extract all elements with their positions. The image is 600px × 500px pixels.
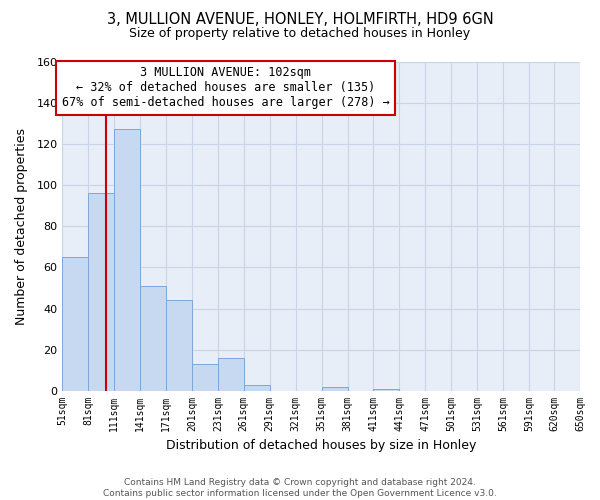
Y-axis label: Number of detached properties: Number of detached properties [15,128,28,325]
Text: Contains HM Land Registry data © Crown copyright and database right 2024.
Contai: Contains HM Land Registry data © Crown c… [103,478,497,498]
Bar [218,358,244,391]
Bar [322,387,347,391]
Bar [62,257,88,391]
Bar [192,364,218,391]
Bar [114,130,140,391]
Bar [166,300,192,391]
Bar [88,194,114,391]
Bar [373,389,400,391]
Text: Size of property relative to detached houses in Honley: Size of property relative to detached ho… [130,28,470,40]
Bar [244,385,270,391]
Text: 3 MULLION AVENUE: 102sqm
← 32% of detached houses are smaller (135)
67% of semi-: 3 MULLION AVENUE: 102sqm ← 32% of detach… [62,66,389,110]
Text: 3, MULLION AVENUE, HONLEY, HOLMFIRTH, HD9 6GN: 3, MULLION AVENUE, HONLEY, HOLMFIRTH, HD… [107,12,493,28]
Bar [140,286,166,391]
X-axis label: Distribution of detached houses by size in Honley: Distribution of detached houses by size … [166,440,476,452]
